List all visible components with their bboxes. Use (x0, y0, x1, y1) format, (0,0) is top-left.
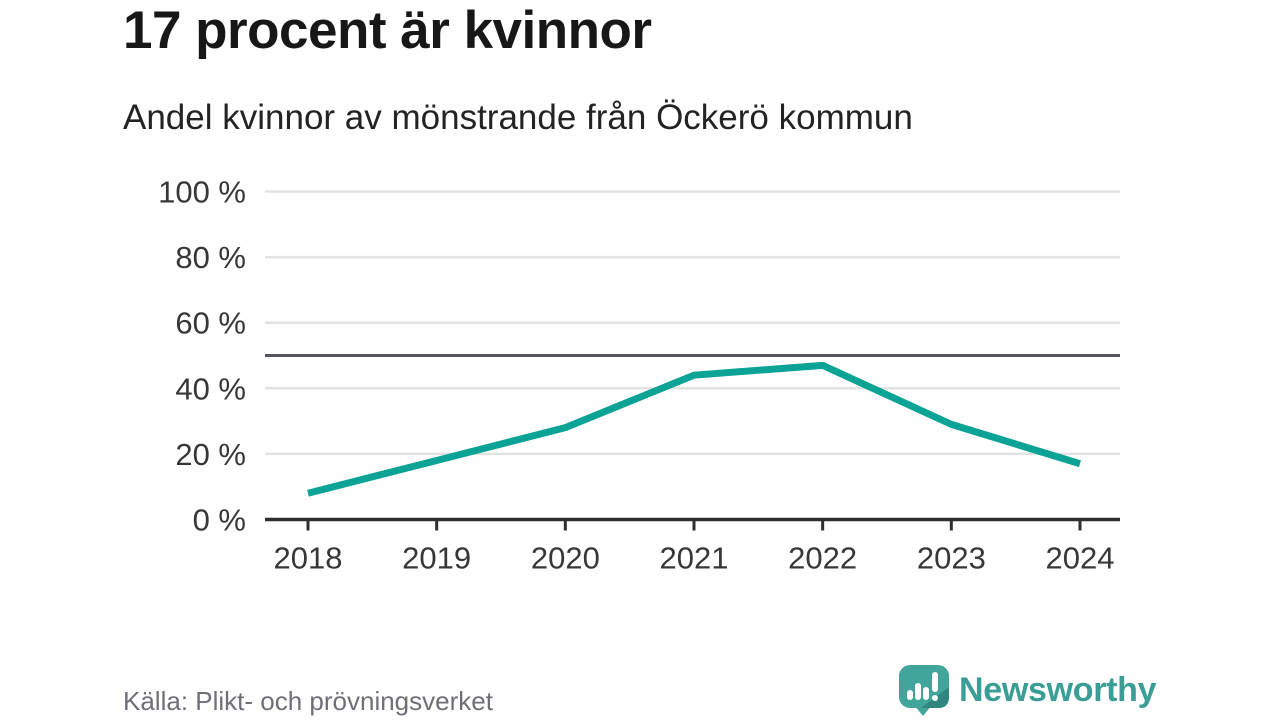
x-tick-label: 2019 (402, 541, 471, 576)
logo-exclamation-bar (932, 672, 938, 692)
y-tick-label: 60 % (175, 306, 246, 341)
y-tick-label: 40 % (175, 371, 246, 406)
page-title: 17 procent är kvinnor (123, 1, 652, 60)
x-tick-label: 2021 (660, 541, 729, 576)
newsworthy-logo: Newsworthy (898, 664, 1157, 716)
x-tick-label: 2020 (531, 541, 600, 576)
logo-bar-short (907, 690, 913, 700)
logo-bar-medium (923, 687, 929, 700)
y-tick-label: 20 % (175, 437, 246, 472)
data-line (307, 361, 1082, 497)
x-tick-label: 2018 (274, 541, 343, 576)
y-tick-label: 100 % (158, 175, 246, 210)
logo-bar-tall (915, 683, 921, 700)
chart-subtitle: Andel kvinnor av mönstrande från Öckerö … (123, 98, 913, 137)
y-tick-label: 80 % (175, 240, 246, 275)
source-note: Källa: Plikt- och prövningsverket (123, 686, 493, 716)
x-tick-label: 2023 (917, 541, 986, 576)
newsworthy-logo-icon (899, 665, 949, 716)
x-tick-label: 2022 (788, 541, 857, 576)
logo-exclamation-dot (932, 695, 938, 701)
x-tick-label: 2024 (1046, 541, 1115, 576)
y-tick-label: 0 % (193, 503, 246, 538)
newsworthy-wordmark: Newsworthy (959, 670, 1157, 709)
